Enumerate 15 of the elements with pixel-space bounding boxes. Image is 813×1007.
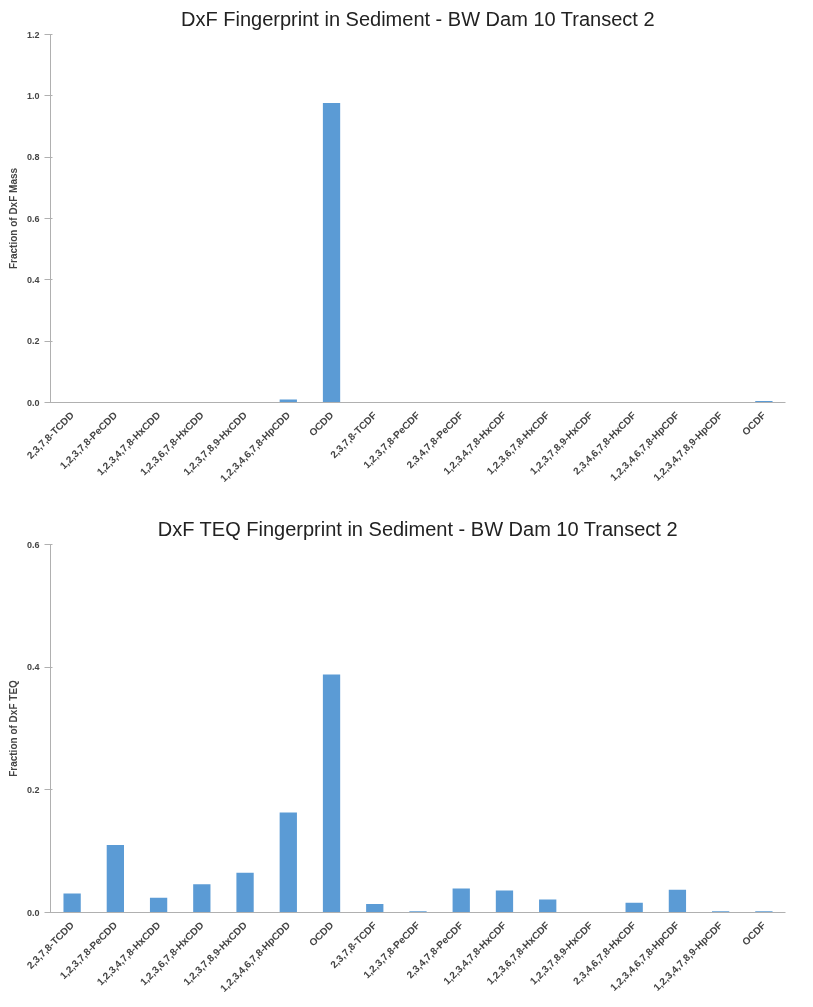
y-tick-label: 0.4	[26, 274, 40, 285]
chart-title: DxF Fingerprint in Sediment - BW Dam 10 Transect 2	[181, 7, 655, 30]
y-tick-label: 0.0	[26, 397, 40, 408]
y-tick-label: 0.2	[26, 784, 40, 795]
chart-title: DxF TEQ Fingerprint in Sediment - BW Dam 10 Transect 2	[157, 517, 678, 540]
y-tick-label: 0.6	[26, 539, 40, 550]
y-tick-label: 0.0	[26, 907, 40, 918]
y-tick-label: 1.0	[26, 90, 40, 101]
y-tick-label: 0.2	[26, 336, 40, 347]
y-tick-label: 0.8	[26, 152, 40, 163]
y-tick-label: 0.4	[26, 662, 40, 673]
y-axis-title: Fraction of DxF Mass	[7, 167, 19, 270]
y-tick-label: 0.6	[26, 213, 40, 224]
y-axis-title: Fraction of DxF TEQ	[7, 679, 19, 777]
y-tick-label: 1.2	[26, 29, 40, 40]
